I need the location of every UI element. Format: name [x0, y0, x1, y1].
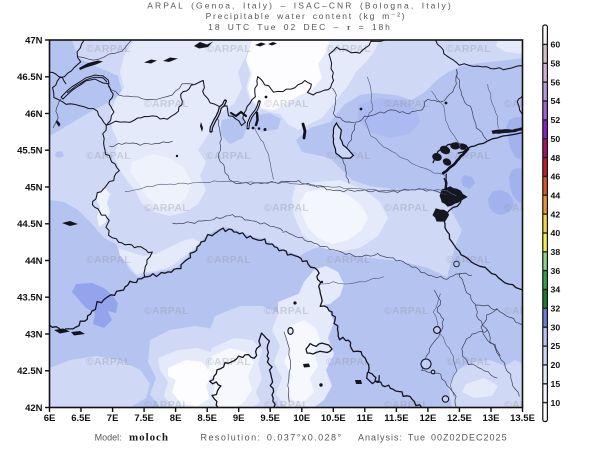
- svg-text:30: 30: [551, 322, 561, 332]
- svg-text:©ARPAL: ©ARPAL: [86, 254, 131, 266]
- svg-text:60: 60: [551, 40, 561, 50]
- svg-text:15: 15: [551, 379, 561, 389]
- svg-text:42: 42: [551, 209, 561, 219]
- svg-text:©ARPAL: ©ARPAL: [206, 356, 251, 368]
- svg-text:©ARPAL: ©ARPAL: [384, 98, 429, 110]
- svg-text:58: 58: [551, 59, 561, 69]
- svg-text:43.5N: 43.5N: [17, 293, 42, 304]
- svg-text:43N: 43N: [25, 329, 43, 340]
- svg-text:47N: 47N: [25, 35, 43, 46]
- svg-text:©ARPAL: ©ARPAL: [86, 43, 131, 55]
- svg-text:©ARPAL: ©ARPAL: [504, 305, 549, 317]
- svg-text:©ARPAL: ©ARPAL: [86, 150, 131, 162]
- svg-text:7E: 7E: [107, 413, 119, 424]
- svg-text:46: 46: [551, 172, 561, 182]
- svg-text:50: 50: [551, 134, 561, 144]
- svg-text:9.5E: 9.5E: [260, 413, 280, 424]
- svg-text:42N: 42N: [25, 403, 43, 414]
- svg-text:36: 36: [551, 266, 561, 276]
- svg-text:44: 44: [551, 190, 561, 200]
- svg-text:46N: 46N: [25, 109, 43, 120]
- svg-text:©ARPAL: ©ARPAL: [326, 254, 371, 266]
- svg-text:©ARPAL: ©ARPAL: [264, 399, 309, 411]
- svg-text:10E: 10E: [293, 413, 310, 424]
- svg-text:©ARPAL: ©ARPAL: [504, 399, 549, 411]
- svg-text:10.5E: 10.5E: [321, 413, 346, 424]
- svg-text:©ARPAL: ©ARPAL: [144, 399, 189, 411]
- svg-text:42.5N: 42.5N: [17, 366, 42, 377]
- svg-text:54: 54: [551, 96, 561, 106]
- svg-text:32: 32: [551, 304, 561, 314]
- svg-text:©ARPAL: ©ARPAL: [144, 98, 189, 110]
- svg-text:Analysis: Tue 00Z02DEC2025: Analysis: Tue 00Z02DEC2025: [358, 433, 508, 443]
- svg-text:Resolution: 0.037°x0.028°: Resolution: 0.037°x0.028°: [201, 433, 343, 443]
- svg-text:44N: 44N: [25, 256, 43, 267]
- svg-text:©ARPAL: ©ARPAL: [384, 202, 429, 214]
- svg-text:©ARPAL: ©ARPAL: [264, 202, 309, 214]
- svg-text:48: 48: [551, 153, 561, 163]
- svg-text:8E: 8E: [170, 413, 182, 424]
- svg-text:52: 52: [551, 115, 561, 125]
- svg-text:©ARPAL: ©ARPAL: [206, 254, 251, 266]
- svg-text:©ARPAL: ©ARPAL: [86, 356, 131, 368]
- svg-text:©ARPAL: ©ARPAL: [144, 305, 189, 317]
- svg-text:10: 10: [551, 398, 561, 408]
- svg-text:20: 20: [551, 360, 561, 370]
- svg-text:6E: 6E: [44, 413, 56, 424]
- svg-text:©ARPAL: ©ARPAL: [264, 305, 309, 317]
- svg-text:©ARPAL: ©ARPAL: [446, 150, 491, 162]
- svg-text:18 UTC Tue 02 DEC – τ = 18h: 18 UTC Tue 02 DEC – τ = 18h: [208, 22, 392, 32]
- svg-text:©ARPAL: ©ARPAL: [384, 305, 429, 317]
- svg-text:13.5E: 13.5E: [510, 413, 535, 424]
- svg-text:©ARPAL: ©ARPAL: [384, 399, 429, 411]
- svg-text:45N: 45N: [25, 182, 43, 193]
- svg-text:©ARPAL: ©ARPAL: [144, 202, 189, 214]
- svg-text:©ARPAL: ©ARPAL: [264, 98, 309, 110]
- svg-text:©ARPAL: ©ARPAL: [206, 43, 251, 55]
- svg-text:12.5E: 12.5E: [447, 413, 472, 424]
- svg-text:©ARPAL: ©ARPAL: [446, 43, 491, 55]
- svg-text:Model:: Model:: [95, 433, 122, 443]
- svg-text:©ARPAL: ©ARPAL: [446, 254, 491, 266]
- svg-text:11E: 11E: [357, 413, 373, 424]
- svg-text:©ARPAL: ©ARPAL: [504, 202, 549, 214]
- svg-text:45.5N: 45.5N: [17, 146, 42, 157]
- svg-text:44.5N: 44.5N: [17, 219, 42, 230]
- svg-text:46.5N: 46.5N: [17, 72, 42, 83]
- svg-text:©ARPAL: ©ARPAL: [326, 43, 371, 55]
- svg-text:moloch: moloch: [129, 432, 169, 444]
- svg-text:7.5E: 7.5E: [134, 413, 154, 424]
- svg-text:9E: 9E: [233, 413, 245, 424]
- svg-text:©ARPAL: ©ARPAL: [206, 150, 251, 162]
- svg-text:38: 38: [551, 247, 561, 257]
- svg-text:ARPAL (Genoa, Italy) – ISAC–: ARPAL (Genoa, Italy) – ISAC–CNR (Bologna…: [147, 1, 453, 11]
- svg-text:13E: 13E: [483, 413, 500, 424]
- svg-text:34: 34: [551, 285, 561, 295]
- svg-text:56: 56: [551, 77, 561, 87]
- svg-text:©ARPAL: ©ARPAL: [326, 356, 371, 368]
- svg-text:8.5E: 8.5E: [197, 413, 217, 424]
- svg-text:12E: 12E: [419, 413, 436, 424]
- svg-text:Precipitable water content (kg: Precipitable water content (kg m⁻²): [206, 11, 407, 21]
- svg-text:40: 40: [551, 228, 561, 238]
- svg-text:©ARPAL: ©ARPAL: [446, 356, 491, 368]
- svg-text:25: 25: [551, 341, 561, 351]
- svg-text:6.5E: 6.5E: [71, 413, 91, 424]
- svg-text:11.5E: 11.5E: [384, 413, 408, 424]
